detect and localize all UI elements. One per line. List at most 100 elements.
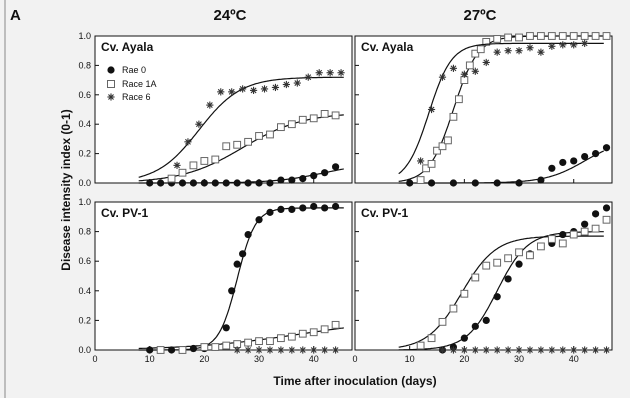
- data-point-rae-0: [493, 179, 501, 187]
- data-point-race-1a: [309, 114, 318, 123]
- data-point-race-6: [548, 42, 556, 50]
- data-point-race-6: [570, 346, 578, 354]
- data-point-race-1a: [476, 45, 485, 54]
- data-point-race-1a: [422, 164, 430, 173]
- data-point-rae-0: [570, 157, 578, 165]
- data-point-rae-0: [515, 260, 523, 268]
- data-point-rae-0: [178, 179, 187, 187]
- data-point-race-6-ray: [439, 347, 446, 353]
- data-point-rae-0: [591, 150, 600, 158]
- data-point-race-1a: [493, 35, 502, 43]
- data-point-race-1a: [537, 32, 545, 40]
- legend-item-race1a: Race 1A: [107, 79, 157, 89]
- data-point-race-6: [438, 73, 447, 81]
- data-point-race-1a: [320, 325, 329, 334]
- data-point-race-6: [559, 346, 567, 354]
- fit-curve-rae-0: [398, 231, 604, 351]
- data-point-race-6-ray: [570, 41, 577, 48]
- data-point-race-6-ray: [267, 347, 273, 353]
- x-tick-label: 20: [199, 354, 209, 364]
- data-point-rae-0: [200, 179, 208, 187]
- data-point-race-6-ray: [321, 347, 328, 353]
- data-point-rae-0: [228, 287, 236, 295]
- data-point-race-6: [244, 346, 252, 354]
- y-tick-label: 0.6: [78, 90, 91, 100]
- data-point-race-6-ray: [450, 347, 457, 353]
- data-point-race-1a: [591, 32, 600, 40]
- legend-label-race1a: Race 1A: [122, 79, 157, 89]
- data-point-race-1a: [580, 227, 589, 236]
- data-point-race-6: [591, 346, 600, 354]
- data-point-race-6: [310, 346, 318, 354]
- data-point-race-6: [548, 346, 556, 354]
- data-point-rae-0: [591, 210, 600, 218]
- data-point-rae-0: [299, 204, 307, 212]
- data-point-race-6-ray: [494, 49, 501, 56]
- fit-curve-race-1a: [398, 235, 604, 348]
- data-point-race-6: [299, 346, 307, 354]
- legend-item-race6: Race 6: [107, 92, 151, 102]
- data-point-rae-0: [321, 169, 329, 177]
- data-point-race-6: [321, 346, 329, 354]
- data-point-race-6-ray: [174, 162, 180, 169]
- data-point-race-1a: [277, 334, 285, 343]
- data-point-race-6: [217, 88, 225, 96]
- data-point-race-6-ray: [332, 347, 339, 353]
- data-point-race-6: [260, 85, 269, 93]
- data-point-race-1a: [526, 251, 534, 260]
- data-point-rae-0: [449, 179, 458, 187]
- data-point-race-6-ray: [234, 347, 241, 353]
- data-point-race-6: [288, 346, 296, 354]
- data-point-race-6-ray: [299, 347, 306, 353]
- data-point-race-6-ray: [559, 41, 566, 48]
- data-point-race-1a: [504, 254, 513, 263]
- data-point-race-6-ray: [256, 347, 262, 353]
- data-point-rae-0: [482, 316, 490, 324]
- data-point-race-6-ray: [483, 347, 490, 353]
- data-point-race-6: [427, 105, 436, 114]
- data-point-race-1a: [493, 258, 502, 267]
- y-tick-label: 0.8: [78, 60, 91, 70]
- data-point-race-1a: [244, 137, 253, 146]
- data-point-race-6: [460, 346, 468, 354]
- data-point-race-6-ray: [603, 347, 610, 353]
- data-point-race-6: [315, 69, 323, 77]
- data-point-race-1a: [298, 115, 307, 124]
- data-point-race-1a: [255, 337, 263, 346]
- data-point-race-6: [233, 346, 241, 354]
- data-point-race-1a: [309, 328, 318, 337]
- data-point-race-6: [515, 346, 523, 354]
- data-point-rae-0: [277, 176, 285, 184]
- data-point-rae-0: [222, 179, 230, 187]
- data-point-race-6: [581, 346, 589, 354]
- data-point-race-1a: [211, 343, 220, 351]
- data-point-rae-0: [288, 176, 296, 184]
- data-point-rae-0: [537, 176, 545, 184]
- data-point-race-6-ray: [527, 44, 533, 51]
- data-point-race-1a: [602, 32, 611, 40]
- plot-area: [94, 35, 353, 184]
- data-point-rae-0: [515, 179, 523, 187]
- data-point-rae-0: [244, 230, 252, 239]
- data-point-race-1a: [416, 341, 425, 350]
- legend-marker-race6: [107, 93, 115, 101]
- data-point-race-6-ray: [516, 347, 522, 353]
- data-point-race-1a: [266, 130, 274, 139]
- data-point-race-6: [449, 64, 458, 72]
- data-point-race-1a: [320, 110, 329, 118]
- data-point-race-6: [460, 70, 468, 78]
- x-tick-label: 0: [352, 354, 357, 364]
- data-point-race-6-ray: [537, 347, 544, 353]
- x-tick-label: 40: [309, 354, 319, 364]
- data-point-race-1a: [233, 140, 242, 149]
- data-point-rae-0: [406, 179, 414, 187]
- column-title-27: 27ºC: [464, 7, 497, 24]
- data-point-race-6-ray: [239, 85, 246, 92]
- data-point-race-6-ray: [310, 347, 317, 353]
- y-tick-label: 0.6: [78, 256, 91, 266]
- data-point-race-6-ray: [305, 74, 312, 81]
- data-point-race-6: [438, 346, 447, 354]
- data-point-race-6-ray: [327, 69, 334, 76]
- data-point-race-6: [471, 346, 479, 354]
- legend: Rae 0 Race 1A Race 6: [107, 65, 157, 102]
